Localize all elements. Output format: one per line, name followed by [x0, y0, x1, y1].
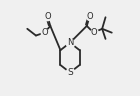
Text: O: O	[90, 28, 97, 37]
Text: S: S	[67, 68, 73, 77]
Text: N: N	[67, 38, 73, 47]
Text: O: O	[44, 12, 51, 21]
Text: O: O	[41, 28, 48, 37]
Text: O: O	[86, 12, 93, 21]
